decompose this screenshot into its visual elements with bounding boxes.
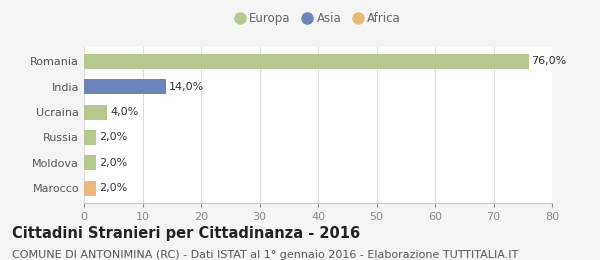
Text: 2,0%: 2,0% bbox=[98, 158, 127, 168]
Bar bbox=[84, 79, 166, 94]
Text: 76,0%: 76,0% bbox=[532, 56, 567, 67]
Bar bbox=[84, 155, 96, 170]
Text: 14,0%: 14,0% bbox=[169, 82, 204, 92]
Bar bbox=[84, 180, 96, 196]
Bar bbox=[84, 105, 107, 120]
Text: 2,0%: 2,0% bbox=[98, 183, 127, 193]
Text: 4,0%: 4,0% bbox=[110, 107, 139, 117]
Text: 2,0%: 2,0% bbox=[98, 132, 127, 142]
Text: Cittadini Stranieri per Cittadinanza - 2016: Cittadini Stranieri per Cittadinanza - 2… bbox=[12, 226, 360, 241]
Text: COMUNE DI ANTONIMINA (RC) - Dati ISTAT al 1° gennaio 2016 - Elaborazione TUTTITA: COMUNE DI ANTONIMINA (RC) - Dati ISTAT a… bbox=[12, 250, 518, 259]
Legend: Europa, Asia, Africa: Europa, Asia, Africa bbox=[230, 8, 406, 30]
Bar bbox=[84, 130, 96, 145]
Bar bbox=[84, 54, 529, 69]
